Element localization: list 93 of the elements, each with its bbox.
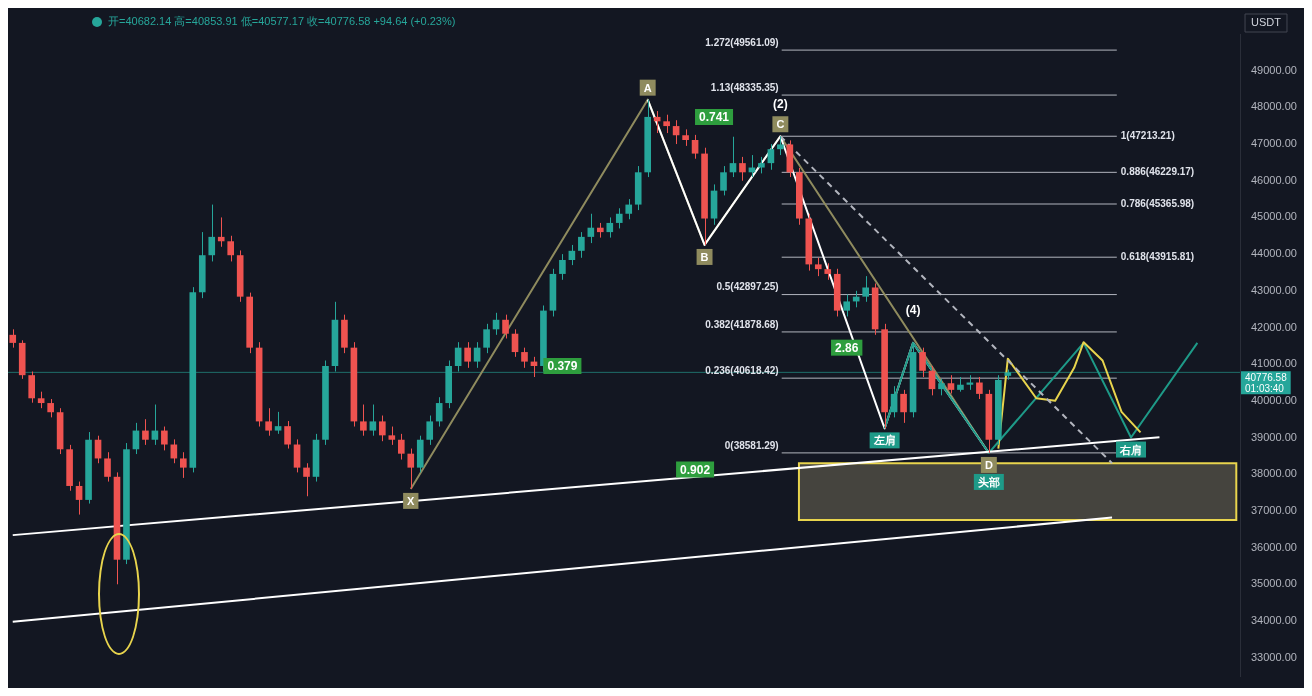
y-tick-label: 45000.00 — [1251, 210, 1297, 223]
data-label: 头部 — [977, 475, 1000, 488]
candlestick — [397, 433, 405, 461]
candlestick — [796, 167, 803, 226]
ref-line-label: 0.886(46229.17) — [1120, 166, 1195, 178]
y-tick-label: 42000.00 — [1251, 320, 1297, 333]
candlestick — [521, 347, 528, 369]
ref-line-label: 1(47213.21) — [1120, 129, 1175, 141]
data-label: D — [984, 458, 993, 471]
candlestick — [66, 444, 73, 492]
annotation: 0.741 — [699, 110, 730, 125]
candlestick — [758, 156, 765, 174]
candlestick — [104, 451, 111, 483]
candlestick — [938, 378, 945, 396]
annotation: (2) — [773, 96, 788, 111]
candlestick — [1004, 369, 1012, 381]
annotation: 0.902 — [680, 462, 711, 477]
data-label: B — [700, 250, 709, 263]
candlestick — [85, 431, 92, 505]
y-tick-label: 41000.00 — [1251, 357, 1297, 370]
candlestick — [379, 415, 386, 442]
y-tick-label: 33000.00 — [1251, 650, 1297, 663]
data-label: 左肩 — [872, 434, 896, 447]
text: USDT — [1251, 16, 1282, 29]
candlestick — [407, 448, 415, 490]
y-tick-label: 46000.00 — [1251, 173, 1297, 186]
candlestick — [445, 360, 452, 409]
candlestick — [227, 235, 235, 262]
candlestick — [341, 314, 348, 354]
y-tick-label: 47000.00 — [1251, 137, 1297, 150]
annotation: (4) — [905, 303, 921, 318]
data-label: A — [643, 81, 652, 94]
candlestick — [720, 165, 727, 196]
candlestick — [682, 128, 689, 147]
candlestick — [388, 426, 396, 446]
candlestick — [246, 292, 253, 354]
y-tick-label: 35000.00 — [1251, 577, 1297, 590]
ref-line-label: 0.618(43915.81) — [1120, 250, 1195, 262]
candlestick — [833, 268, 841, 317]
candlestick — [777, 135, 784, 156]
candlestick — [426, 415, 434, 446]
ref-line-label: 40776.58 01:03:40 — [1245, 372, 1288, 395]
annotation: 2.86 — [835, 340, 859, 355]
y-tick-label: 36000.00 — [1251, 540, 1297, 553]
y-tick-label: 49000.00 — [1251, 63, 1297, 76]
candlestick — [995, 374, 1002, 446]
y-tick-label: 43000.00 — [1251, 283, 1297, 296]
data-label: X — [407, 494, 416, 507]
candlestick — [559, 253, 566, 281]
candlestick — [28, 371, 36, 404]
candlestick — [919, 347, 926, 378]
candlestick — [578, 231, 585, 259]
candlestick — [360, 404, 367, 437]
candlestick — [644, 99, 652, 178]
candlestick — [663, 114, 670, 134]
candlestick — [198, 231, 206, 299]
candlestick — [701, 147, 708, 246]
ref-line-label: 0.382(41878.68) — [705, 318, 779, 330]
ref-line-label: 0.236(40618.42) — [705, 364, 779, 376]
y-tick-label: 40000.00 — [1251, 393, 1297, 406]
candlestick — [189, 286, 197, 473]
candlestick — [18, 339, 26, 380]
candlestick — [322, 360, 329, 446]
data-label: C — [776, 118, 785, 131]
data-label: 右肩 — [1119, 443, 1143, 456]
candlestick — [502, 314, 509, 339]
candlestick — [824, 262, 832, 281]
candlestick — [464, 341, 471, 369]
ref-line-label: 0.786(45365.98) — [1120, 197, 1195, 209]
candlestick — [483, 323, 490, 354]
candlestick — [284, 420, 291, 450]
ref-line-label: 0(38581.29) — [724, 439, 779, 451]
annotation: 0.379 — [547, 359, 578, 374]
y-tick-label: 44000.00 — [1251, 247, 1297, 260]
candlestick — [161, 426, 168, 451]
candlestick — [180, 451, 187, 479]
ref-line-label: 1.13(48335.35) — [710, 81, 779, 93]
y-tick-label: 39000.00 — [1251, 430, 1297, 443]
candlestick — [862, 275, 869, 303]
text: 开=40682.14 高=40853.91 低=40577.17 收=40776.58 +94.64 (+0.23%) — [108, 15, 456, 28]
candlestick — [236, 249, 244, 303]
ref-line-label: 0.5(42897.25) — [716, 281, 779, 293]
y-tick-label: 38000.00 — [1251, 467, 1297, 480]
candlestick — [634, 165, 642, 211]
candlestick — [265, 407, 272, 437]
candlestick — [881, 323, 888, 429]
y-tick-label: 37000.00 — [1251, 503, 1297, 516]
candlestick — [814, 257, 822, 277]
y-tick-label: 48000.00 — [1251, 100, 1297, 113]
candlestick — [843, 293, 851, 317]
candlestick — [416, 435, 424, 473]
ref-line-label: 1.272(49561.09) — [705, 36, 779, 48]
y-tick-label: 34000.00 — [1251, 614, 1297, 626]
